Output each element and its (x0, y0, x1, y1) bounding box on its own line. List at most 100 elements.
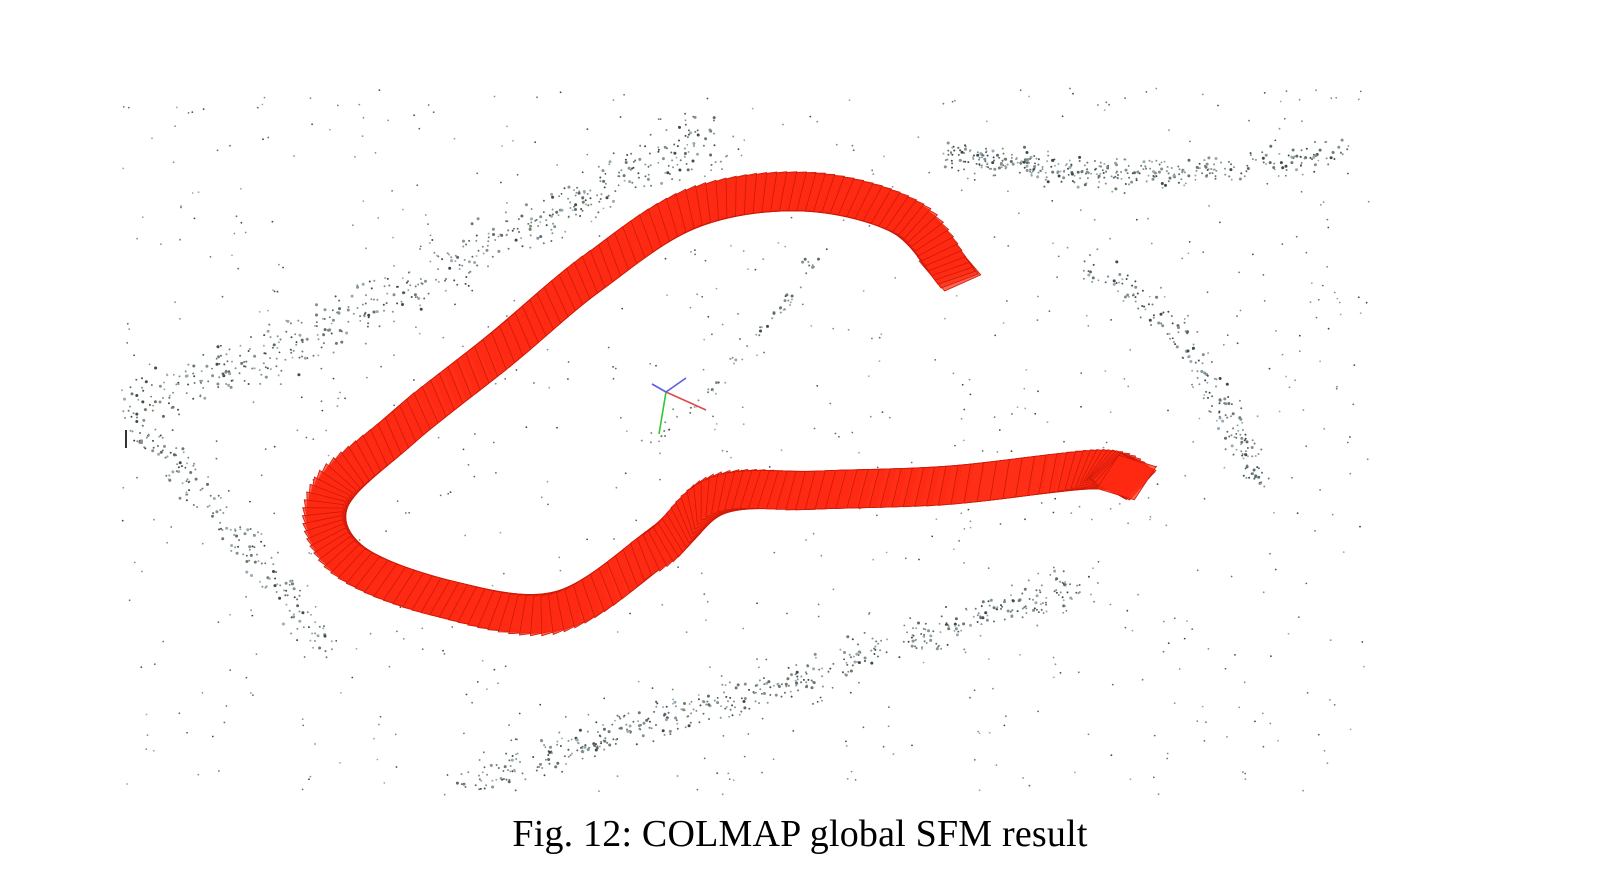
point-cloud-point (1021, 592, 1024, 595)
point-cloud-point (456, 283, 459, 286)
point-cloud-point (345, 331, 349, 335)
point-cloud-point (991, 161, 995, 165)
point-cloud-point (891, 186, 894, 188)
point-cloud-point (682, 708, 685, 712)
point-cloud-point (1249, 152, 1252, 155)
point-cloud-point (539, 221, 542, 224)
point-cloud-point (1206, 374, 1209, 377)
point-cloud-point (275, 591, 278, 593)
point-cloud-point (644, 175, 647, 178)
point-cloud-point (178, 712, 181, 715)
point-cloud-point (482, 751, 485, 754)
point-cloud-point (978, 789, 981, 792)
point-cloud-point (536, 236, 540, 240)
point-cloud-point (172, 373, 175, 376)
point-cloud-point (1105, 170, 1108, 173)
point-cloud-point (1294, 379, 1296, 382)
point-cloud-point (1023, 606, 1026, 609)
point-cloud-point (356, 285, 360, 289)
point-cloud-point (273, 445, 276, 448)
point-cloud-point (981, 450, 984, 452)
point-cloud-point (1251, 455, 1254, 458)
point-cloud-point (404, 512, 407, 514)
point-cloud-point (1177, 331, 1180, 334)
point-cloud-point (1110, 754, 1113, 757)
point-cloud-point (393, 354, 395, 357)
point-cloud-point (419, 304, 422, 307)
point-cloud-point (1053, 590, 1056, 593)
point-cloud-point (673, 700, 677, 704)
point-cloud-point (465, 693, 468, 696)
point-cloud-point (1261, 156, 1265, 160)
point-cloud-point (1318, 148, 1322, 152)
point-cloud-point (230, 544, 234, 547)
point-cloud-point (1120, 171, 1123, 173)
point-cloud-point (1189, 360, 1193, 363)
point-cloud-point (874, 645, 877, 648)
point-cloud-point (542, 199, 545, 202)
point-cloud-point (1080, 372, 1083, 374)
point-cloud-point (487, 326, 490, 328)
point-cloud-point (1210, 361, 1213, 363)
point-cloud-point (261, 103, 264, 106)
point-cloud-point (1207, 352, 1210, 355)
point-cloud-point (734, 686, 738, 690)
point-cloud-point (1118, 503, 1121, 505)
point-cloud-point (378, 723, 380, 726)
point-cloud-point (586, 748, 590, 752)
point-cloud-point (1165, 524, 1168, 527)
point-cloud-point (298, 619, 302, 623)
point-cloud-point (323, 634, 327, 638)
point-cloud-point (1114, 175, 1117, 178)
point-cloud-point (812, 532, 815, 535)
point-cloud-point (559, 91, 562, 94)
point-cloud-point (667, 711, 670, 714)
point-cloud-point (1149, 518, 1151, 521)
point-cloud-point (408, 511, 411, 514)
point-cloud-point (1319, 489, 1321, 491)
point-cloud-point (185, 374, 189, 378)
point-cloud-point (1135, 179, 1138, 182)
point-cloud-point (689, 411, 692, 414)
point-cloud-point (291, 356, 294, 359)
point-cloud-point (1291, 148, 1295, 152)
point-cloud-point (362, 200, 365, 203)
point-cloud-point (827, 670, 830, 673)
point-cloud-point (1224, 448, 1227, 451)
point-cloud-point (551, 213, 554, 216)
point-cloud-point (194, 468, 197, 471)
point-cloud-point (597, 165, 600, 168)
point-cloud-point (359, 320, 362, 322)
point-cloud-point (1284, 164, 1288, 168)
point-cloud-point (1145, 180, 1148, 183)
point-cloud-point (697, 399, 700, 402)
point-cloud-point (337, 311, 341, 315)
point-cloud-point (604, 182, 607, 185)
point-cloud-point (1036, 319, 1039, 321)
point-cloud-point (1231, 412, 1235, 416)
point-cloud-point (1118, 273, 1122, 276)
point-cloud-point (518, 712, 521, 715)
point-cloud-point (871, 169, 874, 172)
point-cloud-point (1317, 159, 1320, 162)
point-cloud-point (581, 747, 584, 750)
point-cloud-point (1188, 241, 1191, 243)
point-cloud-point (300, 321, 303, 324)
point-cloud-point (567, 215, 570, 218)
point-cloud-point (365, 294, 367, 297)
point-cloud-point (618, 171, 621, 174)
point-cloud-point (1123, 378, 1126, 380)
point-cloud-point (311, 123, 313, 126)
point-cloud-point (402, 208, 404, 211)
point-cloud-point (1006, 163, 1009, 166)
point-cloud-point (789, 301, 792, 304)
point-cloud-point (517, 218, 520, 221)
point-cloud-point (1333, 158, 1336, 160)
point-cloud-point (314, 743, 316, 745)
point-cloud-point (1151, 303, 1154, 306)
point-cloud-point (235, 534, 238, 538)
point-cloud-point (879, 649, 882, 652)
point-cloud-point (1052, 511, 1055, 514)
point-cloud-point (1253, 442, 1256, 445)
point-cloud-point (648, 720, 651, 723)
